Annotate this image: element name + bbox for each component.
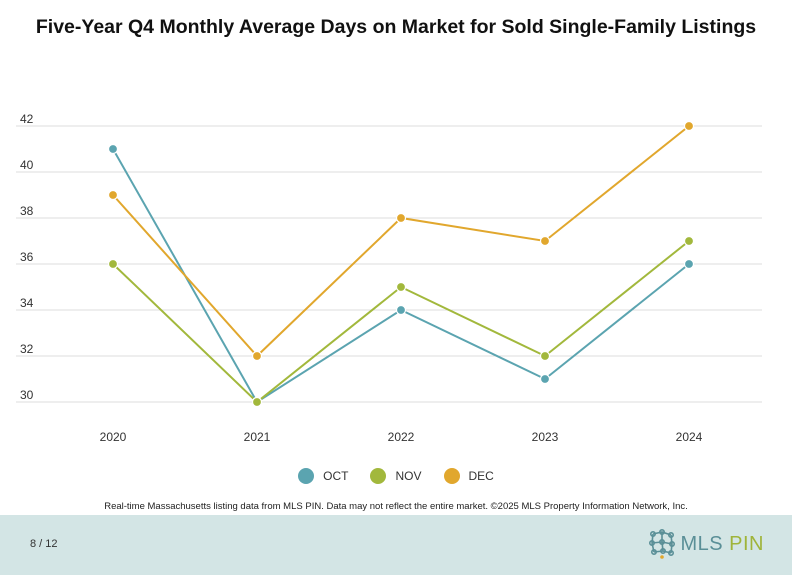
x-tick-label: 2021 <box>244 430 271 444</box>
legend-label: NOV <box>395 469 422 483</box>
footer-bar: 8 / 12 MLS PIN <box>0 515 792 575</box>
x-axis-ticks: 2020 2021 2022 2023 2024 <box>100 430 703 444</box>
network-logo-icon <box>649 529 676 559</box>
data-point-oct <box>539 373 551 385</box>
legend-swatch <box>370 468 387 484</box>
x-tick-label: 2024 <box>676 430 703 444</box>
y-tick-label: 32 <box>20 342 34 356</box>
y-tick-label: 40 <box>20 158 34 172</box>
data-point-dec <box>395 212 407 224</box>
series-line-nov <box>112 240 690 404</box>
data-point-nov <box>395 281 407 293</box>
line-chart: 30 32 34 36 38 40 42 2020 2021 2022 2023 2024 <box>16 112 762 444</box>
logo-text-pin: PIN <box>729 532 764 555</box>
y-tick-label: 36 <box>20 250 34 264</box>
data-point-nov <box>107 258 119 270</box>
page-indicator: 8 / 12 <box>30 538 58 550</box>
y-tick-label: 34 <box>20 296 34 310</box>
gridlines <box>16 125 762 403</box>
mls-pin-logo: MLS PIN <box>648 529 764 559</box>
data-point-oct <box>683 258 695 270</box>
legend-label: OCT <box>323 469 349 483</box>
source-note: Real-time Massachusetts listing data fro… <box>104 501 688 512</box>
data-point-nov <box>683 235 695 247</box>
data-point-dec <box>539 235 551 247</box>
data-point-nov <box>539 350 551 362</box>
data-point-dec <box>251 350 263 362</box>
y-tick-label: 30 <box>20 388 34 402</box>
y-tick-label: 42 <box>20 112 34 126</box>
legend-item-dec: DEC <box>443 468 494 484</box>
y-axis-ticks: 30 32 34 36 38 40 42 <box>20 112 34 402</box>
legend-item-oct: OCT <box>298 468 348 484</box>
chart-title: Five-Year Q4 Monthly Average Days on Mar… <box>35 16 757 38</box>
data-point-nov <box>251 396 263 408</box>
data-point-dec <box>107 189 119 201</box>
series-points <box>107 120 695 408</box>
x-tick-label: 2023 <box>532 430 559 444</box>
legend-swatch <box>443 468 460 484</box>
data-point-oct <box>107 143 119 155</box>
x-tick-label: 2022 <box>388 430 415 444</box>
data-point-dec <box>683 120 695 132</box>
logo-text-mls: MLS <box>680 532 724 555</box>
y-tick-label: 38 <box>20 204 34 218</box>
x-tick-label: 2020 <box>100 430 127 444</box>
legend-label: DEC <box>468 469 494 483</box>
legend-swatch <box>298 468 315 484</box>
series-line-oct <box>112 148 690 404</box>
legend-item-nov: NOV <box>370 468 422 484</box>
series-line-dec <box>112 125 690 358</box>
legend: OCT NOV DEC <box>0 468 792 484</box>
data-point-oct <box>395 304 407 316</box>
